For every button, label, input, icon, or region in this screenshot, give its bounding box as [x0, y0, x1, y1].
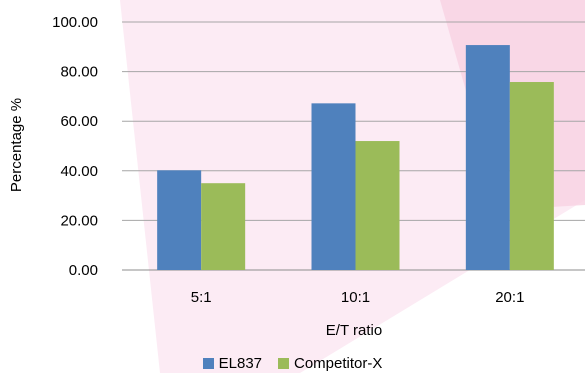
bar-el837-20-1	[465, 45, 510, 271]
bars	[157, 45, 554, 271]
legend-swatch	[278, 357, 289, 369]
legend-item: EL837	[202, 354, 262, 372]
bar-competitor-x-20-1	[509, 82, 554, 271]
x-tick-label: 5:1	[191, 289, 212, 306]
legend-swatch	[202, 357, 214, 369]
y-axis: 0.00 20.00 40.00 60.00 80.00 100.00	[52, 14, 98, 279]
x-axis-title: E/T ratio	[326, 322, 382, 339]
x-axis: 5:1 10:1 20:1	[191, 289, 525, 306]
bar-competitor-x-10-1	[355, 141, 400, 270]
legend-label: Competitor-X	[294, 354, 383, 372]
bar-competitor-x-5-1	[201, 183, 246, 270]
bar-el837-10-1	[311, 103, 356, 271]
y-tick-label: 0.00	[69, 262, 98, 279]
y-tick-label: 40.00	[60, 163, 98, 180]
x-tick-label: 10:1	[341, 289, 370, 306]
y-tick-label: 20.00	[60, 212, 98, 229]
x-tick-label: 20:1	[495, 289, 524, 306]
bar-el837-5-1	[157, 170, 202, 270]
y-tick-label: 80.00	[60, 64, 98, 81]
legend: EL837 Competitor-X	[0, 353, 585, 373]
y-axis-title: Percentage %	[8, 98, 25, 192]
y-tick-label: 100.00	[52, 14, 98, 31]
legend-item: Competitor-X	[278, 355, 382, 372]
y-tick-label: 60.00	[60, 113, 98, 130]
legend-label: EL837	[218, 354, 262, 372]
